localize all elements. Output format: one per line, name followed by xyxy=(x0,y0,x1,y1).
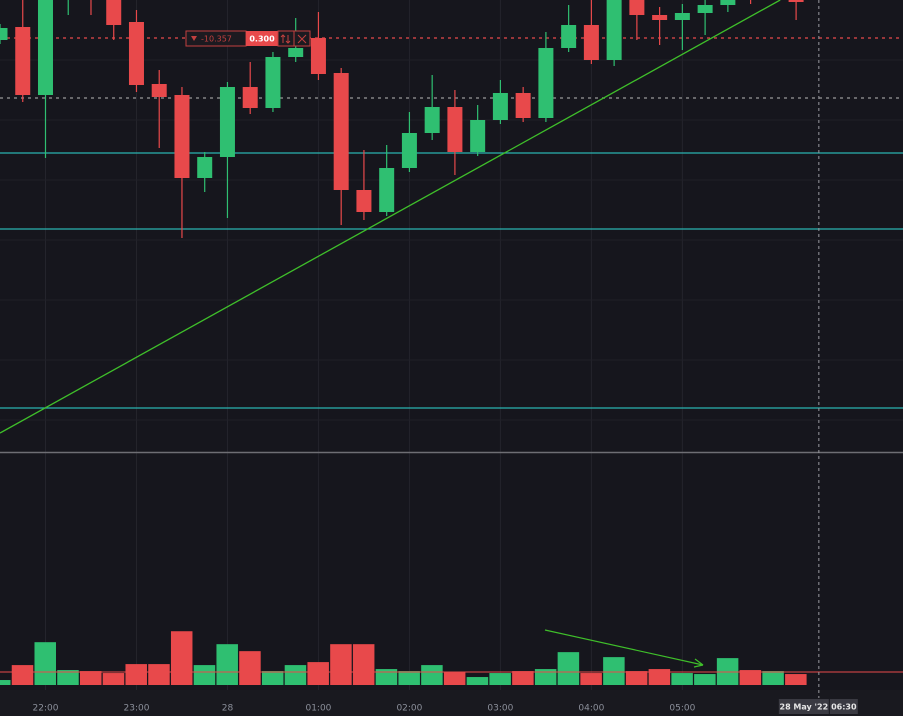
x-tick-label: 22:00 xyxy=(33,704,59,714)
volume-bar xyxy=(193,665,216,685)
candle-body xyxy=(447,107,463,152)
volume-bar xyxy=(557,652,580,685)
candle-body xyxy=(106,0,122,25)
candle-body xyxy=(15,27,31,95)
candle-body xyxy=(356,190,372,212)
candle-body xyxy=(629,0,645,15)
time-axis-band xyxy=(0,690,903,716)
order-arrow xyxy=(191,36,197,41)
arrow-head xyxy=(693,658,704,668)
x-tick-label: 23:00 xyxy=(124,704,150,714)
order-quantity-box[interactable] xyxy=(246,31,278,46)
volume-bar xyxy=(489,673,511,685)
volume-bar xyxy=(648,669,671,685)
candle-body xyxy=(333,73,349,190)
crosshair-time-box xyxy=(829,699,858,714)
candle-body xyxy=(561,25,577,48)
candle-body xyxy=(424,107,440,133)
candle-body xyxy=(720,0,736,5)
order-reverse-button[interactable] xyxy=(277,30,295,47)
x-tick-label: 02:00 xyxy=(396,704,422,714)
arrow-line xyxy=(544,629,704,666)
candle-body xyxy=(515,93,531,118)
volume-bar xyxy=(466,677,489,685)
volume-bar xyxy=(375,669,398,685)
candle-body xyxy=(37,0,53,95)
volume-bar xyxy=(79,671,102,685)
candle-body xyxy=(265,57,281,108)
volume-bar xyxy=(580,673,602,685)
x-tick-label: 04:00 xyxy=(578,704,604,714)
volume-bar xyxy=(443,672,466,685)
volume-bar xyxy=(352,644,375,685)
order-tool[interactable]: -10.357 0.300 xyxy=(185,30,311,47)
volume-pane xyxy=(0,631,903,685)
crosshair-date: 28 May '22 xyxy=(780,703,829,712)
volume-bar xyxy=(512,671,534,685)
candle-body xyxy=(492,93,508,120)
volume-arrow xyxy=(544,629,704,668)
x-tick-label: 28 xyxy=(222,704,234,714)
volume-bar xyxy=(671,673,693,685)
volume-bar xyxy=(603,657,625,685)
x-tick-label: 03:00 xyxy=(487,704,513,714)
volume-bar xyxy=(34,642,56,685)
candle-body xyxy=(242,87,258,108)
order-quantity: 0.300 xyxy=(249,35,275,44)
volume-bar xyxy=(785,674,807,685)
candle-body xyxy=(128,22,144,85)
volume-bar xyxy=(261,671,284,685)
candle-body xyxy=(538,48,554,118)
volume-bar xyxy=(11,665,34,685)
volume-bar xyxy=(694,674,716,685)
volume-bar xyxy=(330,644,352,685)
x-tick-label: 05:00 xyxy=(669,704,695,714)
candle-body xyxy=(401,133,417,168)
time-axis: 22:00 23:00 28 01:00 02:00 03:00 04:00 05:00 xyxy=(33,704,696,714)
volume-bar xyxy=(625,671,648,685)
price-pane xyxy=(0,0,903,434)
volume-bar xyxy=(534,669,557,685)
reverse-icon xyxy=(280,34,291,44)
volume-bar xyxy=(421,665,443,685)
volume-bar xyxy=(102,673,125,685)
volume-bar xyxy=(307,662,329,685)
candle-body xyxy=(310,38,326,74)
candle-body xyxy=(606,0,622,60)
volume-bar xyxy=(239,651,261,685)
volume-bar xyxy=(148,664,170,685)
candle-body xyxy=(151,84,167,97)
candle-body xyxy=(174,95,190,178)
candle-body xyxy=(379,168,395,212)
volume-bar xyxy=(57,670,79,685)
volume-bar xyxy=(762,671,784,685)
volume-bar xyxy=(398,671,420,685)
volume-bar xyxy=(739,670,762,685)
crosshair-time: 06:30 xyxy=(831,703,857,712)
crosshair-date-box xyxy=(778,699,829,714)
close-icon xyxy=(297,34,307,44)
volume-bar xyxy=(0,680,11,685)
candle-body xyxy=(219,87,235,157)
volume-bar xyxy=(216,644,238,685)
candle-body xyxy=(652,15,668,20)
candle-body xyxy=(583,25,599,60)
candle-body xyxy=(470,120,486,152)
volume-bar xyxy=(284,665,307,685)
trend-line xyxy=(0,0,781,434)
candle-body xyxy=(674,13,690,20)
volume-bar xyxy=(125,664,147,685)
candle-body xyxy=(0,28,8,40)
volume-bar xyxy=(170,631,193,685)
candle-body xyxy=(288,48,304,57)
candle-body xyxy=(697,5,713,13)
candle-body xyxy=(197,157,213,178)
x-tick-label: 01:00 xyxy=(305,704,331,714)
order-offset: -10.357 xyxy=(201,35,232,44)
candle-body xyxy=(788,0,804,2)
